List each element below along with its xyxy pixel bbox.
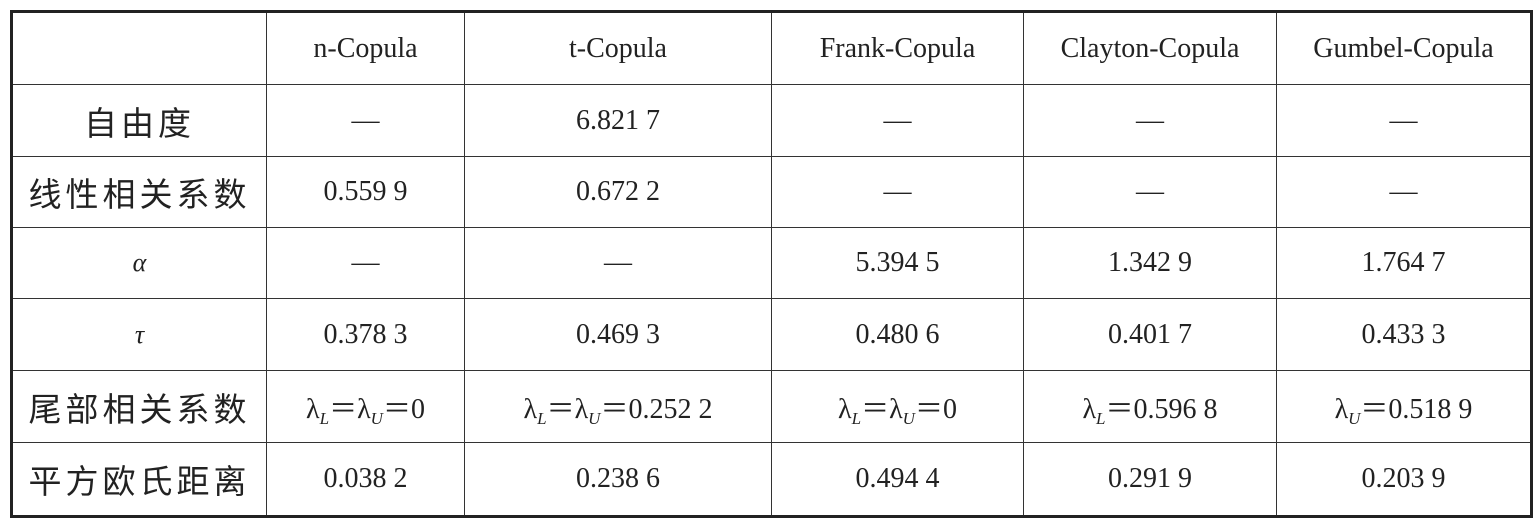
subscript: L [319,408,330,428]
subscript: L [851,408,862,428]
formula-cell: λU＝0.518 9 [1276,370,1532,443]
formula-text: λ [1082,393,1097,425]
header-cell: Frank-Copula [771,11,1024,85]
formula-text: ＝0.596 8 [1105,393,1218,425]
value-cell: 0.401 7 [1023,298,1277,371]
value-cell: 5.394 5 [771,227,1024,299]
subscript: L [537,408,547,428]
subscript: U [370,408,383,428]
value-cell: 0.494 4 [771,442,1024,517]
row-label: 尾部相关系数 [11,370,267,443]
formula-text: ＝λ [329,393,371,425]
value-cell: — [771,156,1024,228]
value-cell: 1.342 9 [1023,227,1277,299]
row-label: 线性相关系数 [11,156,267,228]
formula-text: λ [306,393,320,425]
table-row: 自由度 —6.821 7— — — [11,84,1532,157]
header-cell: n-Copula [266,11,465,85]
formula-cell: λL＝λU＝0 [771,370,1024,443]
table-row: 线性相关系数 0.559 9 0.672 2— — — [11,156,1532,228]
value-cell: 0.480 6 [771,298,1024,371]
formula-text: λ [523,393,538,425]
value-cell: — [1023,84,1277,157]
value-cell: 6.821 7 [464,84,772,157]
value-cell: — [1023,156,1277,228]
value-cell: — [266,227,465,299]
value-cell: 0.291 9 [1023,442,1277,517]
subscript: U [1348,408,1361,428]
table-row: 尾部相关系数 λL＝λU＝0 λL＝λU＝0.252 2 λL＝λU＝0 λL＝0.59… [11,370,1532,443]
value-cell: 0.672 2 [464,156,772,228]
row-label: 平方欧氏距离 [11,442,267,517]
formula-cell: λL＝λU＝0 [266,370,465,443]
value-cell: — [1276,84,1532,157]
table-row: τ 0.378 3 0.469 3 0.480 6 0.401 7 0.433 3 [11,298,1532,371]
row-label: τ [11,298,267,371]
subscript: U [588,408,601,428]
header-cell: Gumbel-Copula [1276,11,1532,85]
formula-text: ＝0 [914,393,957,425]
value-cell: 0.469 3 [464,298,772,371]
formula-text: ＝0.252 2 [600,393,713,425]
value-cell: 1.764 7 [1276,227,1532,299]
formula-text: ＝0.518 9 [1360,393,1473,425]
table-row: α — —5.394 5 1.342 9 1.764 7 [11,227,1532,299]
value-cell: 0.038 2 [266,442,465,517]
corner-cell [11,11,267,85]
header-row: n-Copula t-Copula Frank-Copula Clayton-Copu… [11,11,1532,85]
formula-text: ＝0 [382,393,425,425]
value-cell: 0.378 3 [266,298,465,371]
parameter-table: n-Copula t-Copula Frank-Copula Clayton-Copu… [10,10,1533,518]
formula-text: λ [1334,393,1349,425]
formula-text: λ [838,393,852,425]
table-body: n-Copula t-Copula Frank-Copula Clayton-Copu… [11,11,1532,517]
header-cell: t-Copula [464,11,772,85]
formula-text: ＝λ [861,393,903,425]
formula-cell: λL＝0.596 8 [1023,370,1277,443]
row-label: 自由度 [11,84,267,157]
value-cell: — [464,227,772,299]
subscript: L [1096,408,1106,428]
value-cell: 0.559 9 [266,156,465,228]
row-label: α [11,227,267,299]
value-cell: — [1276,156,1532,228]
subscript: U [902,408,915,428]
formula-text: ＝λ [546,393,589,425]
table-row: 平方欧氏距离 0.038 2 0.238 6 0.494 4 0.291 9 0.203 … [11,442,1532,517]
value-cell: 0.433 3 [1276,298,1532,371]
value-cell: 0.238 6 [464,442,772,517]
value-cell: — [771,84,1024,157]
formula-cell: λL＝λU＝0.252 2 [464,370,772,443]
value-cell: — [266,84,465,157]
value-cell: 0.203 9 [1276,442,1532,517]
header-cell: Clayton-Copula [1023,11,1277,85]
